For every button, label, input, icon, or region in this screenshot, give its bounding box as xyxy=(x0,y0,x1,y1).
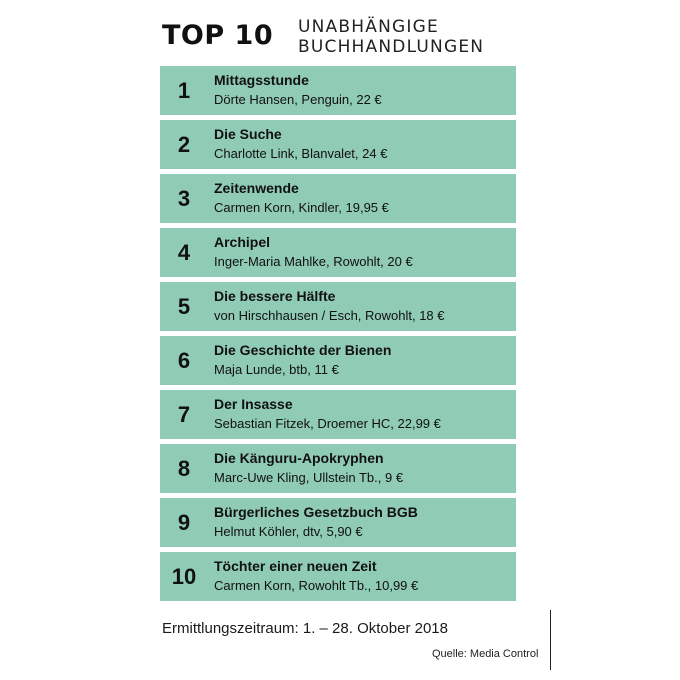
book-meta: Helmut Köhler, dtv, 5,90 € xyxy=(214,524,363,539)
list-item: 1 Mittagsstunde Dörte Hansen, Penguin, 2… xyxy=(160,66,516,115)
rank-number: 7 xyxy=(177,402,191,427)
book-title: Bürgerliches Gesetzbuch BGB xyxy=(214,504,418,520)
subtitle-line-2: BUCHHANDLUNGEN xyxy=(298,37,485,57)
period-text: Ermittlungszeitraum: 1. – 28. Oktober 20… xyxy=(162,620,448,637)
book-meta: Dörte Hansen, Penguin, 22 € xyxy=(214,92,382,107)
list-item: 9 Bürgerliches Gesetzbuch BGB Helmut Köh… xyxy=(160,498,516,547)
book-title: Mittagsstunde xyxy=(214,72,309,88)
book-title: Die Suche xyxy=(214,126,282,142)
list-item: 6 Die Geschichte der Bienen Maja Lunde, … xyxy=(160,336,516,385)
rank-number: 5 xyxy=(177,294,191,319)
bestseller-list: 1 Mittagsstunde Dörte Hansen, Penguin, 2… xyxy=(160,66,516,606)
rank-number: 9 xyxy=(177,510,191,535)
book-meta: Charlotte Link, Blanvalet, 24 € xyxy=(214,146,388,161)
book-title: Die bessere Hälfte xyxy=(214,288,336,304)
rank-number: 6 xyxy=(177,348,191,373)
list-item: 8 Die Känguru-Apokryphen Marc-Uwe Kling,… xyxy=(160,444,516,493)
book-title: Zeitenwende xyxy=(214,180,299,196)
list-item: 7 Der Insasse Sebastian Fitzek, Droemer … xyxy=(160,390,516,439)
rank-number: 10 xyxy=(171,564,197,589)
rank-number: 4 xyxy=(177,240,191,265)
page-title: TOP 10 xyxy=(162,20,274,51)
list-item: 3 Zeitenwende Carmen Korn, Kindler, 19,9… xyxy=(160,174,516,223)
book-title: Archipel xyxy=(214,234,271,250)
book-title: Töchter einer neuen Zeit xyxy=(214,558,377,574)
book-meta: Maja Lunde, btb, 11 € xyxy=(214,362,339,377)
header: TOP 10 UNABHÄNGIGE BUCHHANDLUNGEN xyxy=(162,14,542,60)
list-item: 5 Die bessere Hälfte von Hirschhausen / … xyxy=(160,282,516,331)
book-title: Die Känguru-Apokryphen xyxy=(214,450,384,466)
book-meta: Carmen Korn, Kindler, 19,95 € xyxy=(214,200,389,215)
list-item: 10 Töchter einer neuen Zeit Carmen Korn,… xyxy=(160,552,516,601)
rank-number: 3 xyxy=(177,186,191,211)
book-meta: Sebastian Fitzek, Droemer HC, 22,99 € xyxy=(214,416,441,431)
rank-number: 1 xyxy=(177,78,191,103)
book-title: Die Geschichte der Bienen xyxy=(214,342,392,358)
book-title: Der Insasse xyxy=(214,396,293,412)
book-meta: Marc-Uwe Kling, Ullstein Tb., 9 € xyxy=(214,470,404,485)
list-item: 4 Archipel Inger-Maria Mahlke, Rowohlt, … xyxy=(160,228,516,277)
book-meta: von Hirschhausen / Esch, Rowohlt, 18 € xyxy=(214,308,445,323)
list-item: 2 Die Suche Charlotte Link, Blanvalet, 2… xyxy=(160,120,516,169)
book-meta: Inger-Maria Mahlke, Rowohlt, 20 € xyxy=(214,254,413,269)
subtitle-line-1: UNABHÄNGIGE xyxy=(298,17,439,37)
rank-number: 2 xyxy=(177,132,191,157)
divider xyxy=(550,610,551,670)
subtitle: UNABHÄNGIGE BUCHHANDLUNGEN xyxy=(298,17,484,57)
source-text: Quelle: Media Control xyxy=(432,648,539,660)
book-meta: Carmen Korn, Rowohlt Tb., 10,99 € xyxy=(214,578,419,593)
rank-number: 8 xyxy=(177,456,191,481)
